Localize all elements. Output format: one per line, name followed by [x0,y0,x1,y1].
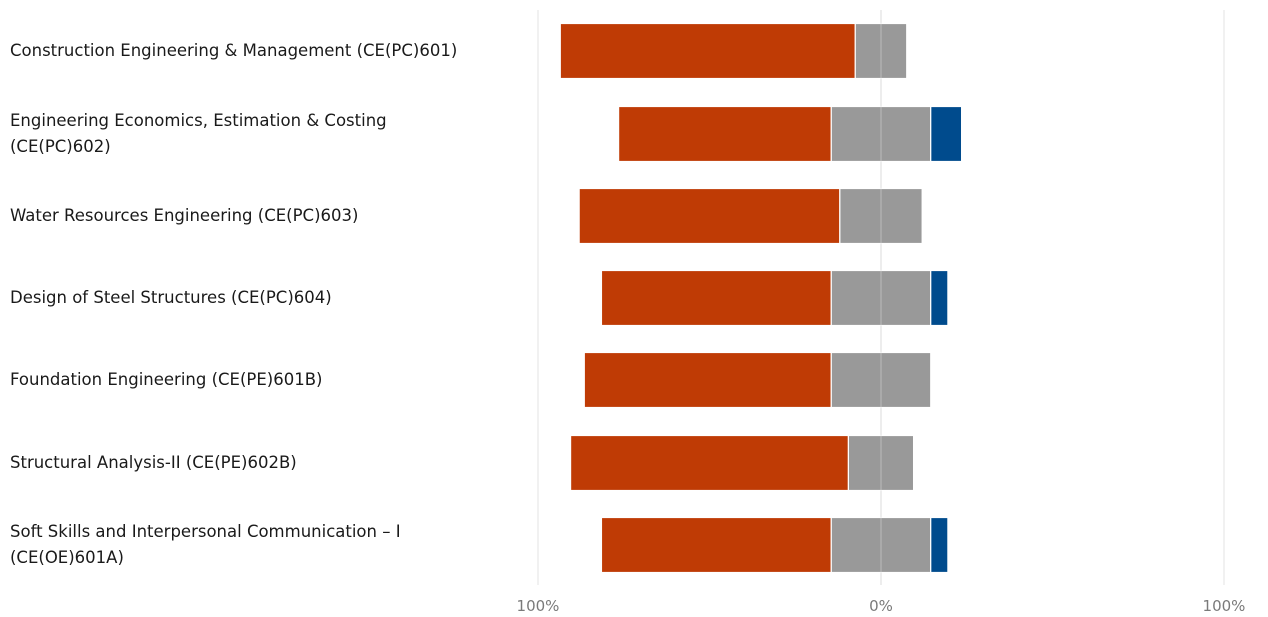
bar-negative-6 [600,516,832,574]
bar-negative-4 [583,351,832,409]
x-tick-label: 100% [517,597,560,615]
category-label: Water Resources Engineering (CE(PC)603) [10,206,359,225]
category-label: Engineering Economics, Estimation & Cost… [10,111,387,156]
bar-positive-3 [930,269,949,327]
x-tick-label: 0% [869,597,893,615]
bar-negative-0 [559,22,856,80]
category-label: Foundation Engineering (CE(PE)601B) [10,370,323,389]
bar-negative-3 [600,269,832,327]
bar-negative-1 [618,105,832,163]
category-label: Design of Steel Structures (CE(PC)604) [10,288,332,307]
bar-negative-2 [578,187,841,245]
x-tick-label: 100% [1203,597,1246,615]
category-label: Structural Analysis-II (CE(PE)602B) [10,453,297,472]
category-label: Construction Engineering & Management (C… [10,41,458,60]
bar-positive-1 [930,105,963,163]
category-label: Soft Skills and Interpersonal Communicat… [10,522,401,567]
bar-positive-6 [930,516,949,574]
bar-negative-5 [569,434,850,492]
